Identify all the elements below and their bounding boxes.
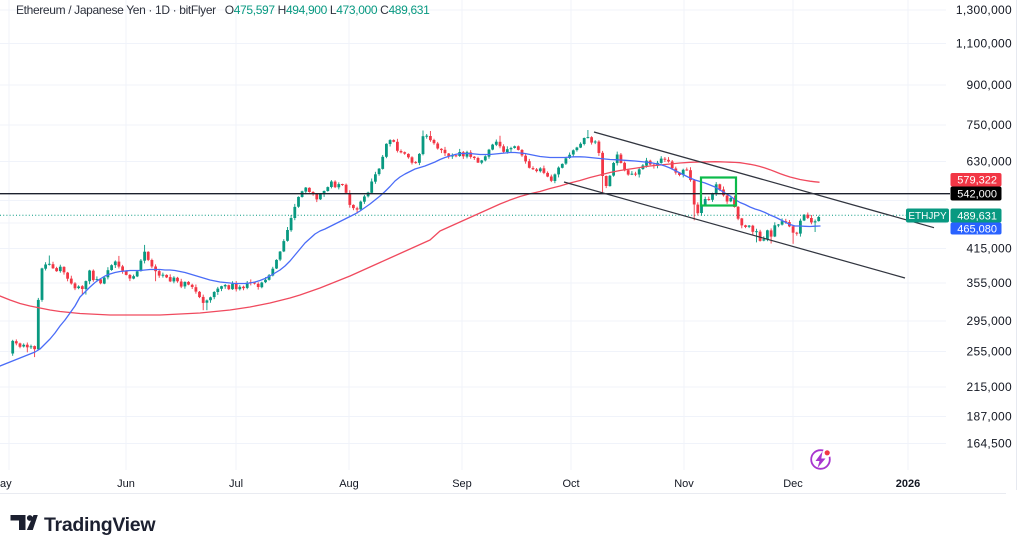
svg-text:1,300,000: 1,300,000: [956, 3, 1012, 17]
svg-text:255,000: 255,000: [967, 344, 1013, 358]
svg-text:579,322: 579,322: [957, 175, 997, 187]
svg-text:355,000: 355,000: [967, 276, 1013, 290]
svg-text:465,080: 465,080: [957, 223, 997, 235]
svg-text:Aug: Aug: [339, 478, 359, 490]
svg-text:215,000: 215,000: [967, 380, 1013, 394]
svg-text:Nov: Nov: [674, 478, 694, 490]
svg-text:630,000: 630,000: [967, 154, 1013, 168]
svg-text:900,000: 900,000: [967, 78, 1013, 92]
svg-text:164,500: 164,500: [967, 436, 1013, 450]
svg-text:Sep: Sep: [452, 478, 472, 490]
svg-text:TradingView: TradingView: [44, 514, 156, 536]
svg-text:1,100,000: 1,100,000: [956, 36, 1012, 50]
svg-text:Jul: Jul: [229, 478, 243, 490]
svg-text:750,000: 750,000: [967, 118, 1013, 132]
svg-text:295,000: 295,000: [967, 314, 1013, 328]
svg-text:415,000: 415,000: [967, 241, 1013, 255]
svg-text:489,631: 489,631: [957, 210, 997, 222]
svg-text:Oct: Oct: [562, 478, 579, 490]
svg-text:Dec: Dec: [783, 478, 803, 490]
svg-text:187,000: 187,000: [967, 409, 1013, 423]
svg-text:Ethereum / Japanese Yen · 1D ·: Ethereum / Japanese Yen · 1D · bitFlyer …: [16, 3, 430, 17]
svg-text:2026: 2026: [896, 478, 920, 490]
svg-text:542,000: 542,000: [957, 188, 997, 200]
svg-text:ETHJPY: ETHJPY: [908, 211, 947, 222]
svg-text:Jun: Jun: [117, 478, 135, 490]
svg-text:ay: ay: [0, 478, 12, 490]
